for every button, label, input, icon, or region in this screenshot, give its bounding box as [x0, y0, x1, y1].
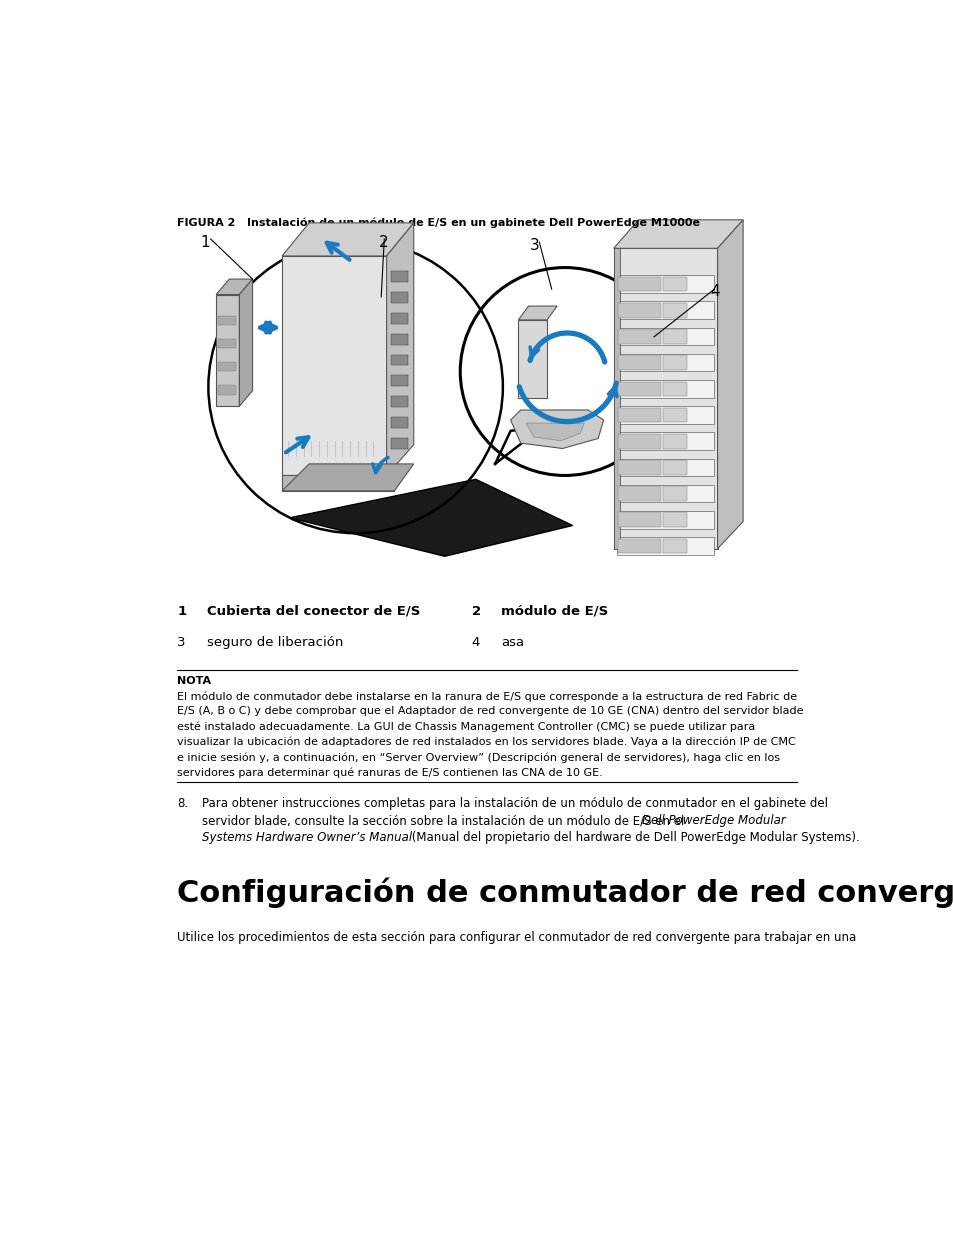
- Bar: [218, 362, 235, 372]
- Text: servidor blade, consulte la sección sobre la instalación de un módulo de E/S en : servidor blade, consulte la sección sobr…: [202, 814, 687, 827]
- Text: E/S (A, B o C) y debe comprobar que el Adaptador de red convergente de 10 GE (CN: E/S (A, B o C) y debe comprobar que el A…: [177, 706, 803, 716]
- Polygon shape: [517, 320, 546, 399]
- Text: 3: 3: [177, 636, 186, 648]
- Bar: [618, 487, 660, 501]
- Bar: [390, 417, 407, 427]
- Text: Cubierta del conector de E/S: Cubierta del conector de E/S: [207, 605, 419, 618]
- Bar: [617, 484, 713, 503]
- Bar: [618, 538, 660, 553]
- Bar: [617, 353, 713, 372]
- Polygon shape: [282, 475, 394, 490]
- Text: e inicie sesión y, a continuación, en “Server Overview” (Descripción general de : e inicie sesión y, a continuación, en “S…: [177, 752, 780, 762]
- Bar: [218, 340, 235, 348]
- Polygon shape: [495, 427, 541, 464]
- Bar: [390, 333, 407, 345]
- Text: 1: 1: [177, 605, 186, 618]
- Bar: [662, 461, 686, 474]
- Bar: [218, 316, 235, 325]
- Text: Dell PowerEdge Modular: Dell PowerEdge Modular: [641, 814, 785, 827]
- Polygon shape: [216, 279, 253, 294]
- Text: 8.: 8.: [177, 798, 189, 810]
- Polygon shape: [290, 479, 572, 556]
- Bar: [662, 303, 686, 317]
- Bar: [618, 303, 660, 317]
- Bar: [662, 356, 686, 370]
- Text: FIGURA 2: FIGURA 2: [177, 217, 235, 227]
- Text: Instalación de un módulo de E/S en un gabinete Dell PowerEdge M1000e: Instalación de un módulo de E/S en un ga…: [247, 217, 700, 228]
- Bar: [617, 380, 713, 398]
- Bar: [617, 406, 713, 424]
- Bar: [618, 382, 660, 396]
- Text: seguro de liberación: seguro de liberación: [207, 636, 343, 648]
- Bar: [617, 275, 713, 293]
- Bar: [618, 330, 660, 343]
- Text: 1: 1: [200, 235, 210, 251]
- Bar: [617, 537, 713, 555]
- Bar: [662, 277, 686, 291]
- Bar: [618, 433, 660, 448]
- Text: 4: 4: [709, 284, 719, 300]
- Bar: [662, 382, 686, 396]
- Text: 2: 2: [378, 235, 388, 251]
- Polygon shape: [282, 464, 414, 490]
- Bar: [617, 327, 713, 346]
- Polygon shape: [216, 294, 239, 406]
- Bar: [390, 354, 407, 366]
- Polygon shape: [525, 424, 583, 441]
- Text: (Manual del propietario del hardware de Dell PowerEdge Modular Systems).: (Manual del propietario del hardware de …: [407, 831, 859, 845]
- Text: visualizar la ubicación de adaptadores de red instalados en los servidores blade: visualizar la ubicación de adaptadores d…: [177, 737, 796, 747]
- Polygon shape: [510, 410, 603, 448]
- Bar: [390, 312, 407, 324]
- Text: asa: asa: [500, 636, 524, 648]
- Bar: [617, 511, 713, 529]
- Polygon shape: [613, 220, 742, 248]
- Bar: [618, 513, 660, 527]
- Bar: [218, 385, 235, 395]
- Text: Configuración de conmutador de red convergente: Configuración de conmutador de red conve…: [177, 877, 953, 908]
- Bar: [618, 461, 660, 474]
- Bar: [662, 408, 686, 422]
- Text: Systems Hardware Owner’s Manual: Systems Hardware Owner’s Manual: [202, 831, 412, 845]
- Bar: [662, 538, 686, 553]
- Text: El módulo de conmutador debe instalarse en la ranura de E/S que corresponde a la: El módulo de conmutador debe instalarse …: [177, 692, 797, 701]
- Bar: [618, 356, 660, 370]
- Bar: [662, 433, 686, 448]
- Polygon shape: [282, 222, 414, 256]
- Polygon shape: [386, 222, 414, 475]
- Text: módulo de E/S: módulo de E/S: [500, 605, 608, 618]
- Bar: [617, 458, 713, 477]
- Bar: [390, 375, 407, 387]
- Polygon shape: [517, 306, 557, 320]
- Polygon shape: [239, 279, 253, 406]
- Polygon shape: [282, 256, 386, 475]
- Bar: [390, 396, 407, 406]
- Polygon shape: [717, 220, 742, 548]
- Bar: [390, 437, 407, 448]
- Text: esté instalado adecuadamente. La GUI de Chassis Management Controller (CMC) se p: esté instalado adecuadamente. La GUI de …: [177, 721, 755, 732]
- Text: 4: 4: [472, 636, 479, 648]
- Bar: [618, 277, 660, 291]
- Text: NOTA: NOTA: [177, 676, 212, 685]
- Bar: [390, 272, 407, 282]
- Text: Utilice los procedimientos de esta sección para configurar el conmutador de red : Utilice los procedimientos de esta secci…: [177, 931, 856, 945]
- Bar: [617, 301, 713, 319]
- Bar: [662, 513, 686, 527]
- Bar: [390, 293, 407, 303]
- Text: 3: 3: [530, 238, 539, 253]
- Bar: [613, 248, 619, 548]
- Text: Para obtener instrucciones completas para la instalación de un módulo de conmuta: Para obtener instrucciones completas par…: [202, 798, 827, 810]
- Bar: [618, 408, 660, 422]
- Text: servidores para determinar qué ranuras de E/S contienen las CNA de 10 GE.: servidores para determinar qué ranuras d…: [177, 767, 602, 778]
- Bar: [617, 432, 713, 450]
- Bar: [662, 330, 686, 343]
- Text: 2: 2: [472, 605, 480, 618]
- Polygon shape: [613, 248, 717, 548]
- Bar: [662, 487, 686, 501]
